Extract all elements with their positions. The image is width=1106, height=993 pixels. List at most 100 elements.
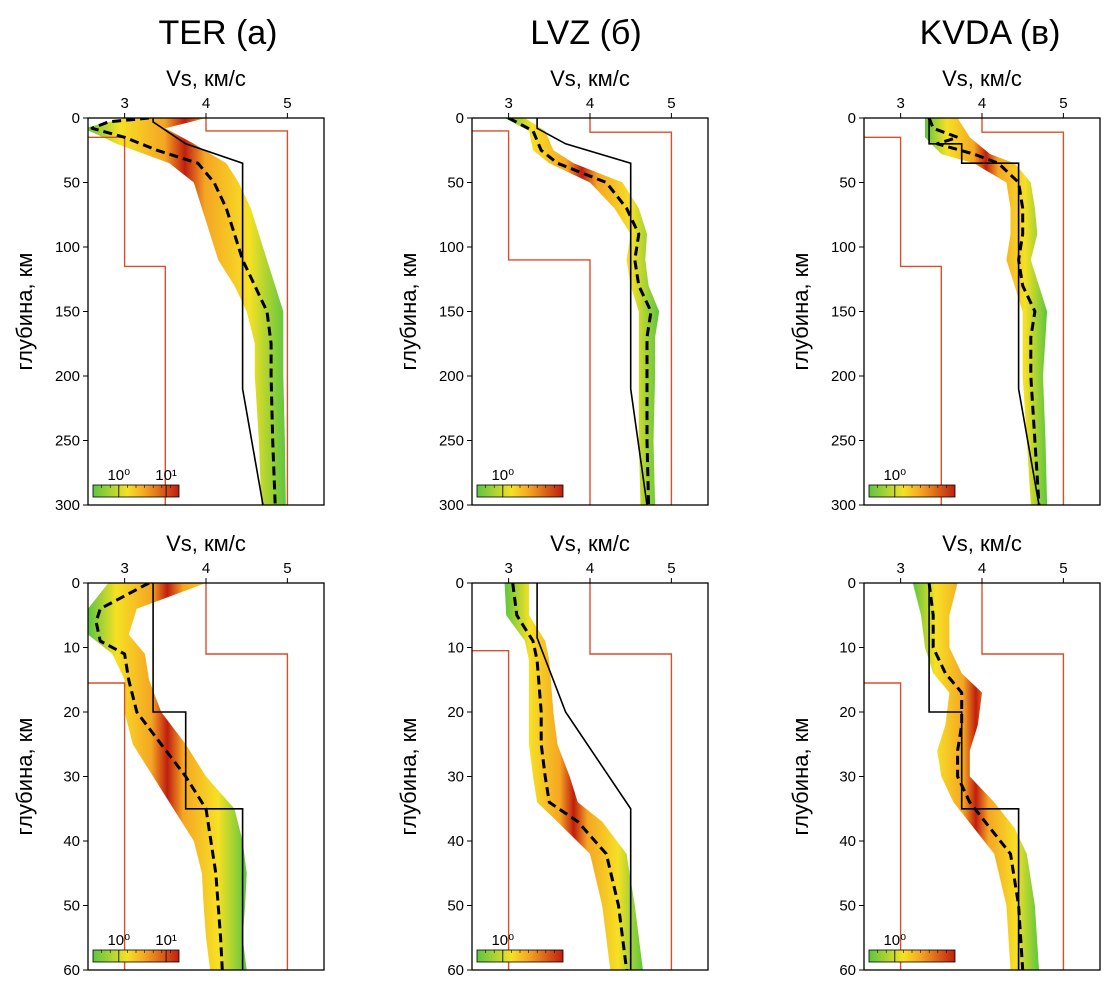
y-tick-label: 40 [63, 833, 80, 850]
y-tick-label: 60 [839, 962, 856, 979]
y-tick-label: 40 [839, 833, 856, 850]
x-tick-label: 3 [120, 560, 128, 577]
mean-model-line [927, 583, 1025, 970]
y-axis-label: глубина, км [788, 718, 813, 836]
y-tick-label: 250 [55, 433, 80, 450]
x-tick-label: 5 [1059, 95, 1067, 112]
column-title-lvz: LVZ (б) [530, 14, 641, 52]
panel-lvz-shallow: 3 4 5 Vs, км/с 0 10 20 30 40 50 60 глубина, км 10⁰ [396, 531, 709, 979]
y-tick-label: 60 [63, 962, 80, 979]
y-tick-label: 40 [447, 833, 464, 850]
posterior-band [88, 118, 286, 505]
x-tick-label: 4 [586, 95, 594, 112]
prior-bound-line-0 [88, 136, 167, 505]
reference-model-line [152, 583, 244, 970]
y-tick-label: 150 [55, 304, 80, 321]
y-tick-label: 50 [447, 898, 464, 915]
y-tick-label: 200 [55, 368, 80, 385]
posterior-band [88, 583, 247, 970]
x-axis-label: Vs, км/с [550, 66, 630, 91]
y-tick-label: 30 [447, 769, 464, 786]
y-tick-label: 0 [848, 575, 856, 592]
prior-bound-line-0 [864, 682, 902, 970]
mean-model-line [927, 118, 1041, 505]
mean-model-line [90, 118, 277, 505]
reference-model-line [152, 118, 264, 505]
x-tick-label: 5 [667, 560, 675, 577]
reference-model-line [536, 583, 632, 970]
panel-kvda-shallow: 3 4 5 Vs, км/с 0 10 20 30 40 50 60 глубина, км 10⁰ [788, 531, 1101, 979]
y-tick-label: 50 [447, 175, 464, 192]
prior-bound-line-0 [88, 682, 126, 970]
x-tick-label: 4 [978, 560, 986, 577]
x-tick-label: 5 [283, 95, 291, 112]
y-tick-label: 20 [63, 704, 80, 721]
x-tick-label: 3 [504, 95, 512, 112]
y-tick-label: 300 [55, 497, 80, 514]
x-axis-label: Vs, км/с [942, 531, 1022, 556]
colorbar-label: 10¹ [155, 467, 177, 484]
column-title-kvda: KVDA (в) [920, 14, 1061, 52]
x-tick-label: 4 [202, 560, 210, 577]
y-axis-label: глубина, км [788, 253, 813, 371]
y-tick-label: 150 [439, 304, 464, 321]
y-tick-label: 50 [63, 175, 80, 192]
colorbar-label: 10¹ [155, 932, 177, 949]
mean-model-line [511, 583, 629, 970]
y-tick-label: 50 [839, 175, 856, 192]
posterior-band [912, 583, 1039, 970]
panel-kvda-deep: 3 4 5 Vs, км/с 0 50 100 150 200 250 300 глубина, км… [788, 66, 1101, 514]
x-tick-label: 3 [896, 95, 904, 112]
mean-model-line [507, 118, 653, 505]
colorbar-label: 10⁰ [883, 932, 906, 949]
x-tick-label: 4 [586, 560, 594, 577]
mean-model-line [94, 583, 224, 970]
colorbar-label: 10⁰ [107, 467, 130, 484]
y-tick-label: 150 [831, 304, 856, 321]
reference-model-line [928, 583, 1020, 970]
column-title-ter: TER (а) [159, 14, 278, 52]
y-tick-label: 200 [831, 368, 856, 385]
y-tick-label: 100 [55, 239, 80, 256]
y-tick-label: 0 [456, 575, 464, 592]
y-axis-label: глубина, км [12, 718, 37, 836]
x-tick-label: 4 [202, 95, 210, 112]
y-tick-label: 300 [831, 497, 856, 514]
panel-ter-shallow: 3 4 5 Vs, км/с 0 10 20 30 40 50 60 глубина, км 10⁰ 10… [12, 531, 325, 979]
y-axis-label: глубина, км [396, 718, 421, 836]
y-tick-label: 250 [831, 433, 856, 450]
y-axis-label: глубина, км [396, 253, 421, 371]
prior-bound-line-0 [472, 650, 510, 970]
x-axis-label: Vs, км/с [942, 66, 1022, 91]
panel-lvz-deep: 3 4 5 Vs, км/с 0 50 100 150 200 250 300 глубина, км… [396, 66, 709, 514]
posterior-band [504, 583, 643, 970]
panel-ter-deep: 3 4 5 Vs, км/с 0 50 100 150 200 250 300 глубина, км… [12, 66, 325, 514]
prior-bound-line-1 [205, 118, 289, 505]
reference-model-line [536, 118, 648, 505]
colorbar-label: 10⁰ [491, 467, 514, 484]
y-tick-label: 50 [63, 898, 80, 915]
y-tick-label: 100 [831, 239, 856, 256]
prior-bound-line-1 [981, 118, 1065, 505]
prior-bound-line-1 [981, 583, 1065, 970]
reference-model-line [928, 118, 1040, 505]
posterior-band [504, 118, 660, 505]
colorbar-label: 10⁰ [491, 932, 514, 949]
prior-bound-line-0 [864, 136, 942, 505]
x-axis-label: Vs, км/с [166, 66, 246, 91]
y-tick-label: 0 [848, 110, 856, 127]
y-tick-label: 300 [439, 497, 464, 514]
y-tick-label: 30 [839, 769, 856, 786]
y-tick-label: 200 [439, 368, 464, 385]
prior-bound-line-1 [205, 583, 289, 970]
x-tick-label: 5 [1059, 560, 1067, 577]
x-tick-label: 4 [978, 95, 986, 112]
posterior-band [925, 118, 1048, 505]
y-tick-label: 100 [439, 239, 464, 256]
y-tick-label: 0 [72, 110, 80, 127]
x-tick-label: 3 [504, 560, 512, 577]
y-tick-label: 50 [839, 898, 856, 915]
x-tick-label: 5 [283, 560, 291, 577]
colorbar-label: 10⁰ [107, 932, 130, 949]
